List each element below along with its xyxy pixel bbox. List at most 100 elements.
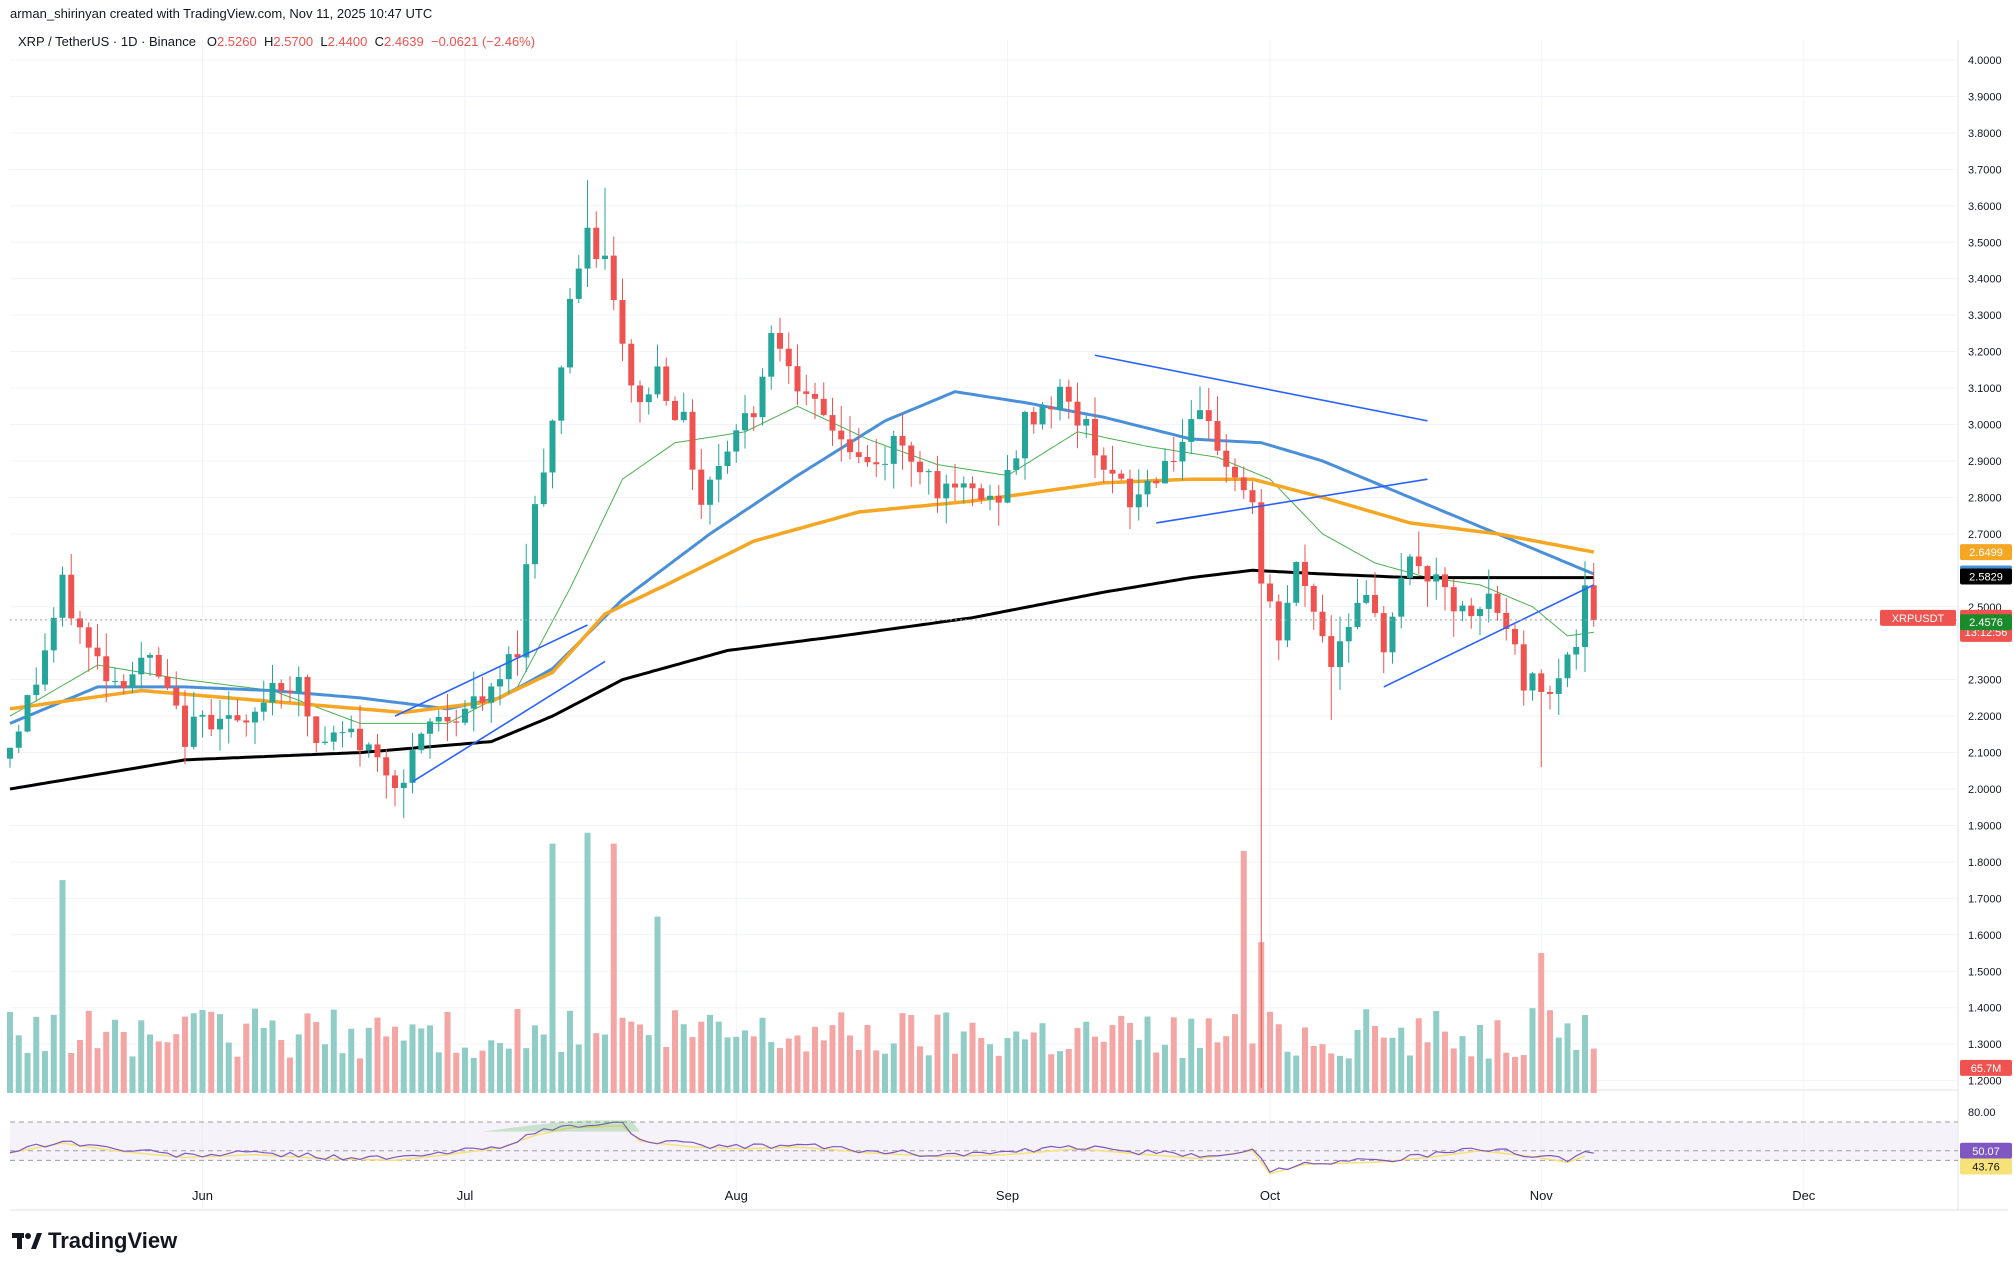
volume-bar (147, 1034, 153, 1093)
ma200-price-badge-bg (1960, 568, 2012, 585)
volume-bar (1004, 1037, 1011, 1093)
candle (427, 721, 433, 734)
candle (584, 227, 591, 269)
volume-bar (85, 1010, 92, 1093)
volume-bar (593, 1033, 600, 1093)
candle (1179, 441, 1186, 462)
candle (1153, 480, 1160, 484)
price-tick-label: 3.3000 (1968, 310, 2002, 322)
candle (112, 681, 118, 683)
candle (689, 411, 696, 470)
volume-bar (217, 1014, 223, 1093)
price-tick-label: 3.4000 (1968, 274, 2002, 286)
price-tick-label: 2.3000 (1968, 675, 2002, 687)
candle (435, 716, 442, 722)
volume-bar (514, 1008, 521, 1093)
trendline (1383, 584, 1595, 688)
candle (339, 732, 346, 734)
price-tick-label: 3.9000 (1968, 91, 2002, 103)
volume-bar (820, 1040, 827, 1093)
candle (85, 627, 92, 648)
volume-bar (1337, 1055, 1343, 1093)
volume-bar (1100, 1041, 1107, 1093)
volume-bar (654, 916, 661, 1093)
volume-bar (1582, 1014, 1588, 1093)
volume-bar (707, 1014, 713, 1093)
tradingview-logo[interactable]: TradingView (12, 1228, 177, 1254)
volume-bar (1547, 1010, 1553, 1093)
price-tick-label: 2.8000 (1968, 492, 2002, 504)
volume-bar (785, 1038, 792, 1093)
candle (829, 415, 836, 431)
candle (1240, 477, 1247, 491)
candle (1450, 587, 1457, 612)
candle (383, 757, 390, 776)
time-tick-label: Jun (192, 1188, 213, 1203)
volume-bar (1179, 1058, 1186, 1093)
candle (558, 367, 565, 421)
price-tick-label: 1.5000 (1968, 966, 2002, 978)
candle (147, 654, 153, 658)
rsi-ma-badge-bg (1960, 1158, 2012, 1175)
trendline (394, 624, 588, 717)
candle (1048, 406, 1055, 410)
candle (348, 728, 355, 733)
volume-bar (1030, 1032, 1037, 1093)
price-tick-label: 1.9000 (1968, 820, 2002, 832)
volume-bar (645, 1035, 652, 1093)
candle (1284, 602, 1291, 641)
volume-bar (1302, 1027, 1308, 1093)
volume-bar (715, 1021, 722, 1093)
tradingview-logo-text: TradingView (48, 1228, 178, 1253)
candle (987, 495, 993, 500)
trendline (1156, 478, 1428, 524)
candle (960, 483, 967, 488)
volume-bar (1354, 1029, 1361, 1093)
volume-bar (479, 1050, 486, 1093)
volume-bar (112, 1019, 118, 1093)
candle (173, 687, 180, 706)
price-tick-label: 1.6000 (1968, 930, 2002, 942)
volume-bar (94, 1048, 101, 1093)
candle (1127, 478, 1133, 508)
open-value: 2.5260 (216, 34, 257, 49)
volume-bar (1083, 1021, 1090, 1093)
volume-layer (7, 832, 1597, 1093)
volume-bar (637, 1024, 643, 1093)
candle (637, 385, 643, 403)
candle (1468, 605, 1475, 617)
candle (1328, 636, 1335, 668)
symbol-badge-text: XRPUSDT (1892, 613, 1945, 625)
volume-bar (1468, 1056, 1475, 1093)
volume-bar (1232, 1014, 1238, 1093)
volume-bar (847, 1035, 853, 1093)
candle (1057, 386, 1063, 410)
candle (77, 618, 83, 628)
volume-bar (882, 1053, 888, 1093)
symbol-name[interactable]: XRP / TetherUS · 1D · Binance (18, 34, 196, 49)
volume-bar (1424, 1042, 1431, 1093)
open-label: O (206, 34, 217, 49)
volume-bar (392, 1026, 398, 1093)
volume-bar (77, 1039, 83, 1093)
volume-bar (1092, 1036, 1098, 1093)
candle (453, 721, 460, 723)
volume-bar (470, 1057, 477, 1093)
candle (1398, 577, 1405, 617)
volume-bar (925, 1055, 932, 1093)
candle (1485, 593, 1492, 609)
candle (295, 676, 302, 693)
price-tick-label: 3.1000 (1968, 383, 2002, 395)
time-tick-label: Nov (1530, 1188, 1554, 1203)
volume-bar (698, 1021, 705, 1093)
volume-bar (917, 1046, 923, 1093)
volume-bar (1319, 1044, 1326, 1093)
ma20-price-badge-text: 2.4576 (1969, 617, 2003, 629)
candle (462, 708, 468, 723)
candle (1065, 386, 1072, 402)
candle (1205, 410, 1212, 422)
trendlines-layer (10, 354, 1958, 783)
candle (759, 376, 766, 418)
candle (1170, 460, 1177, 462)
